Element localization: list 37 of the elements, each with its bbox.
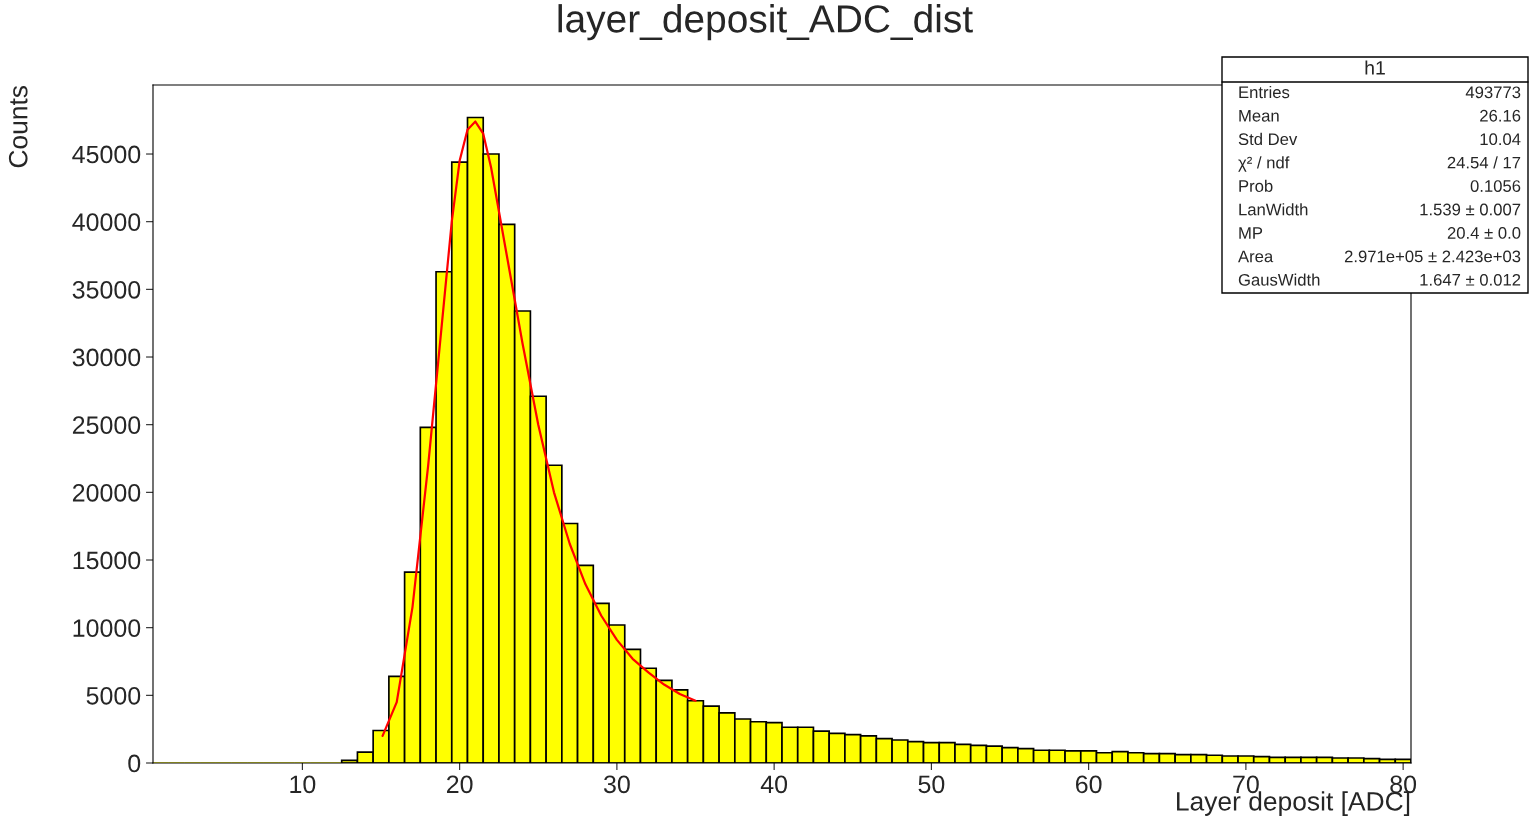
chart-title: layer_deposit_ADC_dist — [558, 4, 973, 41]
annotation: Prob — [1239, 179, 1273, 192]
y-tick-label: 25000 — [72, 416, 141, 434]
x-tick-label: 10 — [290, 775, 316, 794]
text: 26.16 — [1480, 109, 1521, 122]
x-tick-label: 20 — [446, 775, 473, 794]
x-tick-label: 40 — [760, 775, 788, 794]
annotation: LanWidth — [1239, 203, 1308, 216]
y-tick-label: 5000 — [86, 686, 141, 705]
x-tick-label: 60 — [1076, 775, 1102, 794]
x-tick-label: 30 — [603, 775, 630, 794]
annotation: Std Dev — [1238, 132, 1298, 146]
y-axis-title: Counts — [8, 85, 28, 168]
y-tick-label: 10000 — [73, 619, 141, 637]
annotation: Mean — [1239, 110, 1279, 122]
text: 0.1056 — [1470, 180, 1521, 192]
text: 20.4 ± 0.0 — [1447, 227, 1521, 239]
text: 1.539 ± 0.007 — [1420, 203, 1521, 216]
text: 10.04 — [1480, 133, 1521, 146]
y-tick-label: 45000 — [72, 145, 141, 164]
y-tick-label: 0 — [128, 754, 141, 773]
y-tick-label: 35000 — [72, 280, 141, 299]
annotation: χ² / ndf — [1238, 156, 1290, 172]
text: 493773 — [1465, 86, 1521, 99]
y-tick-label: 40000 — [72, 213, 141, 231]
annotation: GausWidth — [1238, 273, 1320, 286]
x-tick-label: 50 — [918, 775, 945, 794]
text: h1 — [1365, 60, 1385, 75]
annotation: Entries — [1239, 85, 1290, 99]
y-tick-label: 15000 — [73, 551, 141, 570]
text: 24.54 / 17 — [1447, 156, 1521, 169]
text: 1.647 ± 0.012 — [1420, 273, 1521, 286]
annotation: 2.971e+05 ± 2.423e+03 — [1344, 250, 1521, 263]
y-tick-label: 30000 — [72, 348, 141, 367]
annotation: Area — [1238, 250, 1274, 263]
y-tick-label: 20000 — [72, 483, 141, 502]
annotation: MP — [1239, 227, 1263, 239]
